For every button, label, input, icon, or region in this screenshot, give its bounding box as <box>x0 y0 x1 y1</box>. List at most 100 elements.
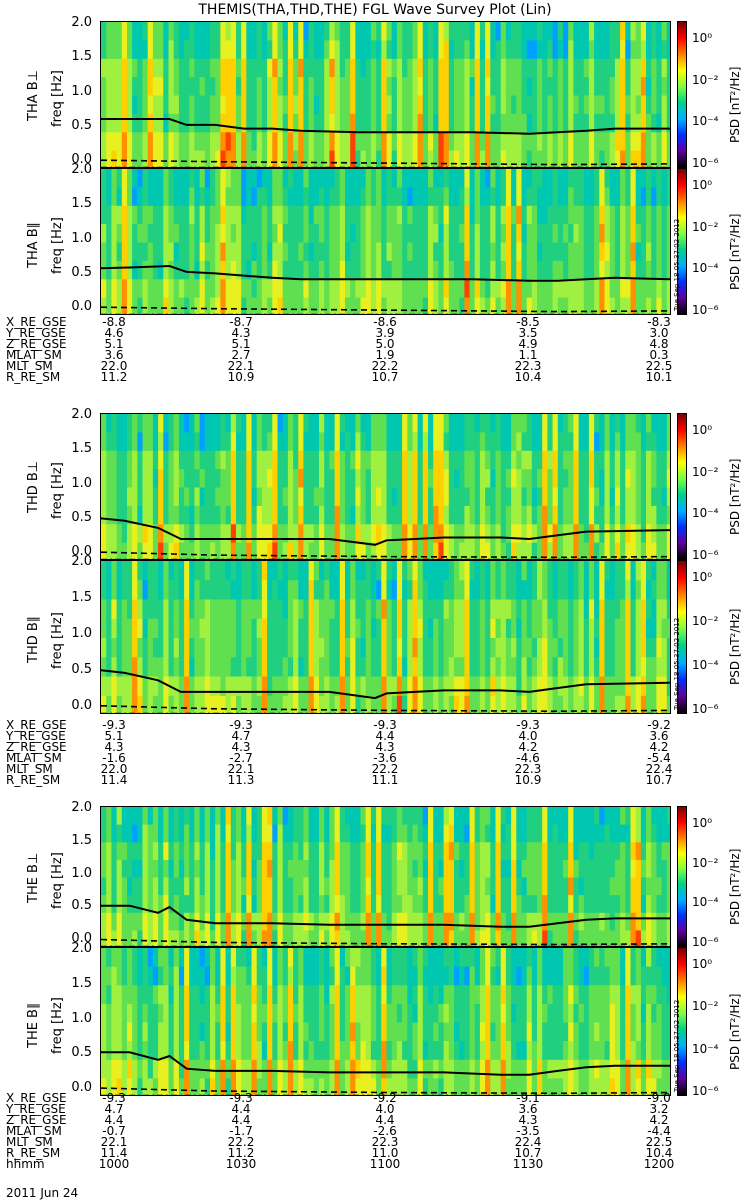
spectrogram-cell <box>583 505 590 525</box>
spectrogram-cell <box>500 150 507 167</box>
spectrogram-cell <box>526 487 533 507</box>
spectrogram-cell <box>563 242 569 262</box>
spectrogram-cell <box>236 1003 242 1024</box>
spectrogram-cell <box>360 297 367 314</box>
spectrogram-cell <box>272 132 279 152</box>
spectrogram-cell <box>365 807 372 826</box>
spectrogram-cell <box>215 966 221 986</box>
spectrogram-cell <box>620 95 626 115</box>
spectrogram-cell <box>552 224 559 244</box>
spectrogram-cell <box>422 22 429 41</box>
spectrogram-cell <box>505 859 512 879</box>
spectrogram-cell <box>370 930 377 946</box>
spectrogram-cell <box>339 895 346 914</box>
spectrogram-cell <box>614 561 621 581</box>
spectrogram-cell <box>531 505 538 525</box>
spectrogram-cell <box>137 824 144 843</box>
spectrogram-cell <box>511 205 517 225</box>
spectrogram-cell <box>552 487 559 507</box>
spectrogram-cell <box>246 150 253 167</box>
spectrogram-cell <box>381 205 388 225</box>
spectrogram-cell <box>547 58 554 78</box>
spectrogram-cell <box>324 966 330 986</box>
spectrogram-cell <box>355 524 362 544</box>
spectrogram-cell <box>189 948 195 968</box>
spectrogram-cell <box>640 40 647 60</box>
spectrogram-cell <box>485 224 491 244</box>
spectrogram-cell <box>661 638 668 658</box>
spectrogram-cell <box>194 77 201 97</box>
spectrogram-cell <box>557 807 564 826</box>
spectrogram-cell <box>246 95 253 115</box>
spectrogram-cell <box>531 150 538 167</box>
spectrogram-cell <box>246 618 253 639</box>
spectrogram-cell <box>521 657 528 678</box>
spectrogram-cell <box>261 242 268 262</box>
spectrogram-cell <box>220 169 227 188</box>
spectrogram-cell <box>256 187 263 207</box>
spectrogram-cell <box>511 912 517 931</box>
spectrogram-cell <box>303 432 310 452</box>
spectrogram-cell <box>646 132 652 152</box>
spectrogram-cell <box>225 414 232 433</box>
spectrogram-cell <box>277 676 284 697</box>
spectrogram-cell <box>485 561 491 581</box>
spectrogram-cell <box>246 895 253 914</box>
spectrogram-cell <box>459 224 465 244</box>
spectrogram-cell <box>256 580 263 601</box>
spectrogram-panel <box>100 168 671 315</box>
spectrogram-cell <box>402 95 408 115</box>
spectrogram-cell <box>303 187 310 207</box>
spectrogram-cell <box>334 1078 341 1095</box>
spectrogram-cell <box>184 414 190 433</box>
spectrogram-cell <box>511 807 517 826</box>
spectrogram-cell <box>428 542 434 559</box>
spectrogram-cell <box>360 450 367 470</box>
spectrogram-cell <box>215 638 221 658</box>
spectrogram-cell <box>225 1022 232 1042</box>
spectrogram-cell <box>651 807 657 826</box>
spectrogram-cell <box>531 487 538 507</box>
spectrogram-cell <box>329 1059 336 1079</box>
spectrogram-cell <box>163 450 170 470</box>
spectrogram-cell <box>168 912 175 931</box>
spectrogram-cell <box>142 542 149 559</box>
spectrogram-cell <box>116 580 123 601</box>
spectrogram-cell <box>609 676 616 697</box>
spectrogram-cell <box>438 638 445 658</box>
spectrogram-cell <box>412 77 419 97</box>
spectrogram-cell <box>620 524 626 544</box>
spectrogram-cell <box>246 824 253 843</box>
spectrogram-cell <box>407 58 414 78</box>
spectrogram-cell <box>194 1041 201 1061</box>
spectrogram-cell <box>594 95 600 115</box>
spectrogram-cell <box>588 842 595 861</box>
spectrogram-cell <box>542 859 548 879</box>
spectrogram-cell <box>106 824 112 843</box>
spectrogram-cell <box>345 40 351 60</box>
spectrogram-cell <box>303 618 310 639</box>
freq-line-dashed <box>101 306 670 313</box>
spectrogram-cell <box>557 22 564 41</box>
spectrogram-cell <box>313 895 320 914</box>
spectrogram-cell <box>329 1041 336 1061</box>
spectrogram-cell <box>220 966 227 986</box>
spectrogram-cell <box>111 824 118 843</box>
spectrogram-cell <box>199 224 206 244</box>
spectrogram-cell <box>454 469 460 489</box>
spectrogram-cell <box>443 224 450 244</box>
spectrogram-cell <box>158 895 164 914</box>
spectrogram-cell <box>537 132 543 152</box>
spectrogram-cell <box>236 524 242 544</box>
spectrogram-cell <box>573 95 580 115</box>
spectrogram-cell <box>230 150 237 167</box>
spectrogram-cell <box>568 638 574 658</box>
spectrogram-cell <box>531 930 538 946</box>
spectrogram-cell <box>474 895 481 914</box>
spectrogram-cell <box>184 807 190 826</box>
spectrogram-cell <box>531 824 538 843</box>
spectrogram-cell <box>142 895 149 914</box>
spectrogram-cell <box>142 524 149 544</box>
spectrogram-cell <box>308 505 315 525</box>
spectrogram-cell <box>500 895 507 914</box>
